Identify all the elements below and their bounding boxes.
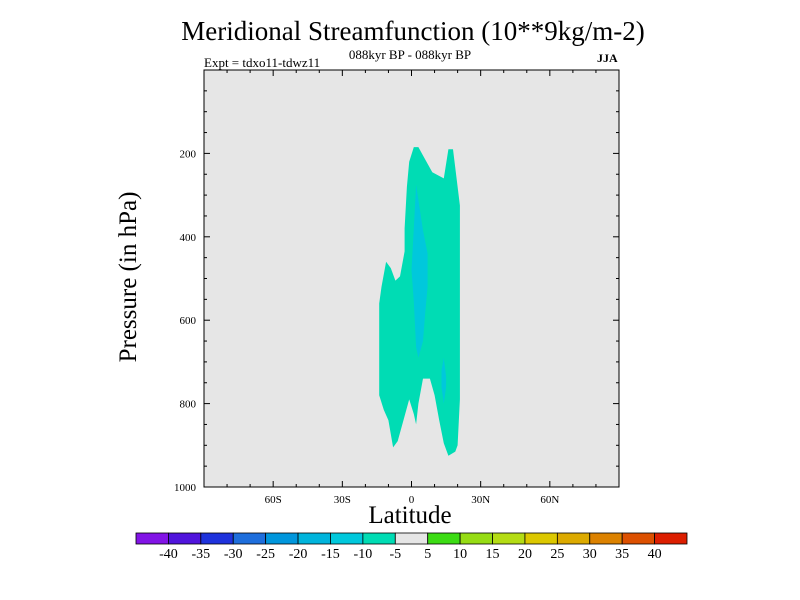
colorbar-box [330, 532, 364, 545]
colorbar-label: 20 [518, 547, 532, 562]
y-tick-label: 400 [180, 232, 197, 244]
x-tick-label: 0 [409, 494, 415, 506]
colorbar-label: 5 [424, 547, 431, 562]
contour-region-2 [441, 357, 447, 404]
chart-title: Meridional Streamfunction (10**9kg/m-2) [181, 16, 645, 46]
y-tick-label: 200 [180, 148, 197, 160]
x-tick-label: 30S [334, 494, 351, 506]
colorbar-label: -10 [354, 547, 373, 562]
colorbar-box [589, 532, 623, 545]
x-tick-label: 60S [265, 494, 282, 506]
colorbar-label: 25 [550, 547, 564, 562]
colorbar-box [524, 532, 558, 545]
colorbar-label: 40 [648, 547, 662, 562]
colorbar-box [232, 532, 267, 545]
colorbar-label: -30 [224, 547, 243, 562]
colorbar-box [492, 532, 526, 545]
colorbar-box [394, 532, 429, 545]
colorbar-box [168, 532, 202, 545]
colorbar-box [654, 532, 688, 545]
colorbar-box [200, 532, 234, 545]
colorbar-box [135, 532, 169, 545]
season-label: JJA [597, 51, 618, 65]
experiment-label: Expt = tdxo11-tdwz11 [204, 55, 321, 70]
colorbar-label: 10 [453, 547, 467, 562]
colorbar-label: -40 [159, 547, 178, 562]
colorbar-box [297, 532, 331, 545]
colorbar-label: -5 [389, 547, 401, 562]
colorbar-label: -15 [321, 547, 340, 562]
contour-region-1 [411, 184, 428, 358]
y-tick-label: 800 [180, 399, 197, 411]
colorbar-box [459, 532, 493, 545]
colorbar-label: -35 [191, 547, 210, 562]
colorbar-box [265, 532, 299, 545]
x-axis-label: Latitude [368, 502, 452, 529]
colorbar-label: 30 [583, 547, 597, 562]
y-tick-label: 1000 [174, 482, 197, 494]
colorbar-box [556, 532, 591, 545]
x-tick-label: 60N [540, 494, 559, 506]
chart-subtitle: 088kyr BP - 088kyr BP [348, 47, 472, 62]
colorbar-label: 35 [615, 547, 629, 562]
colorbar-label: -25 [256, 547, 275, 562]
colorbar-label: -20 [289, 547, 308, 562]
colorbar-box [427, 532, 461, 545]
y-tick-label: 600 [180, 315, 197, 327]
colorbar-label: 15 [486, 547, 500, 562]
colorbar-box [362, 532, 396, 545]
x-tick-label: 30N [471, 494, 490, 506]
colorbar-box [621, 532, 655, 545]
